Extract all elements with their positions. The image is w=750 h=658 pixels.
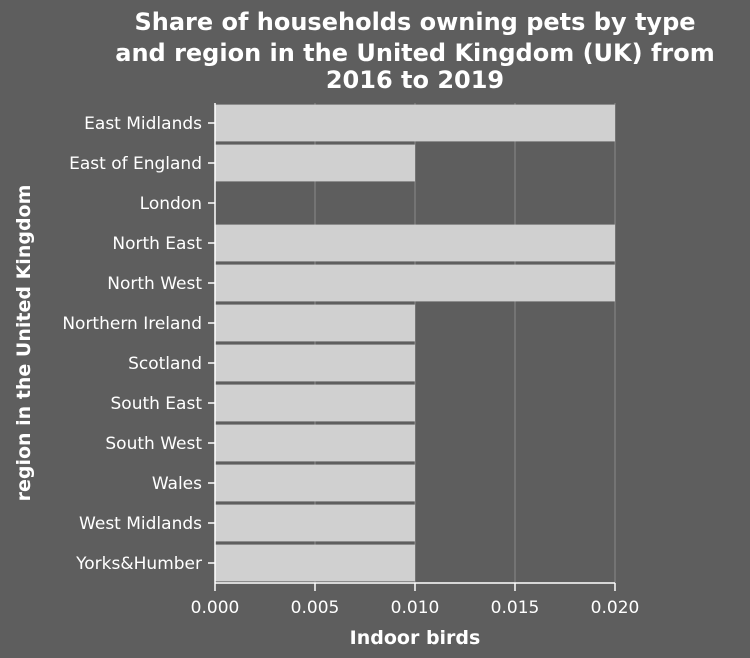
bar [215,344,415,382]
bar [215,104,615,142]
category-label: London [140,194,202,214]
grid-lines [314,103,616,583]
x-tick-label: 0.005 [291,598,340,618]
x-axis-title: Indoor birds [350,627,481,649]
chart-title: Share of households owning pets by type … [115,8,714,94]
chart-title-line-1: Share of households owning pets by type [134,8,695,36]
bar [215,144,415,182]
bars [215,104,615,582]
y-axis-title: region in the United Kingdom [13,185,35,502]
category-label: West Midlands [79,514,202,534]
x-tick-labels: 0.000 0.005 0.010 0.015 0.020 [191,598,640,618]
x-tick-label: 0.000 [191,598,240,618]
category-label: East of England [69,154,202,174]
bar [215,504,415,542]
bar [215,464,415,502]
bar [215,384,415,422]
category-label: South West [105,434,202,454]
chart-title-line-3: 2016 to 2019 [326,66,504,94]
x-tick-label: 0.010 [391,598,440,618]
category-label: Yorks&Humber [75,554,202,574]
x-tick-label: 0.015 [491,598,540,618]
category-label: Northern Ireland [62,314,202,334]
category-label: North East [112,234,202,254]
bar [215,224,615,262]
chart-title-line-2: and region in the United Kingdom (UK) fr… [115,39,714,67]
category-label: North West [107,274,202,294]
bar [215,264,615,302]
x-tick-label: 0.020 [591,598,640,618]
bar [215,424,415,462]
category-label: Scotland [128,354,202,374]
bar [215,544,415,582]
bar [215,304,415,342]
category-label: South East [111,394,203,414]
category-label: East Midlands [84,114,202,134]
category-labels: East Midlands East of England London North … [62,114,202,574]
category-label: Wales [152,474,202,494]
axes [208,103,616,591]
